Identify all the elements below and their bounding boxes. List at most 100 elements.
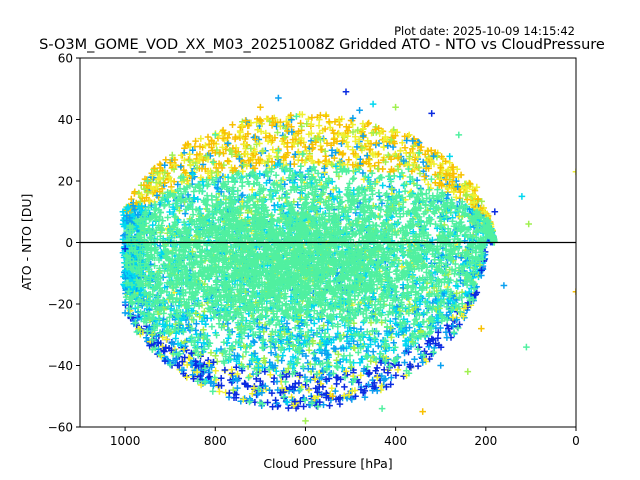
scatter-point [145, 275, 153, 282]
scatter-point [264, 137, 272, 145]
scatter-point [343, 139, 350, 146]
scatter-point [238, 192, 245, 200]
scatter-point [308, 114, 316, 121]
scatter-point [379, 182, 386, 189]
scatter-point [267, 371, 274, 378]
scatter-point [365, 119, 372, 127]
scatter-point [310, 331, 317, 339]
scatter-point [326, 402, 333, 409]
plot-date: Plot date: 2025-10-09 14:15:42 [394, 24, 575, 38]
scatter-point [332, 387, 339, 395]
scatter-point [316, 129, 323, 137]
scatter-point [478, 325, 485, 332]
scatter-point [312, 139, 320, 146]
scatter-point [274, 129, 281, 136]
scatter-point [254, 126, 261, 134]
scatter-point [248, 186, 256, 194]
scatter-point [251, 339, 258, 346]
scatter-point [452, 194, 460, 201]
scatter-point [257, 377, 264, 385]
scatter-point [336, 400, 344, 408]
scatter-point [342, 88, 350, 96]
scatter-point [221, 366, 229, 374]
scatter-point [213, 358, 221, 365]
scatter-point [435, 341, 443, 349]
scatter-point [315, 122, 323, 129]
scatter-point [445, 166, 452, 173]
scatter-point [206, 373, 213, 380]
scatter-point [212, 367, 219, 374]
scatter-point [414, 362, 422, 370]
scatter-point [288, 393, 295, 401]
scatter-point [388, 374, 395, 381]
scatter-point [411, 356, 418, 363]
scatter-point [333, 380, 340, 388]
scatter-point [131, 188, 139, 196]
scatter-point [325, 118, 333, 125]
scatter-point [379, 165, 386, 173]
scatter-point [204, 357, 212, 364]
scatter-point [238, 182, 246, 190]
scatter-point [378, 319, 385, 326]
scatter-point [297, 119, 304, 127]
scatter-point [143, 334, 150, 341]
scatter-point [271, 344, 279, 352]
scatter-point [392, 103, 399, 111]
scatter-point [336, 358, 344, 366]
scatter-point [183, 374, 191, 381]
scatter-point [437, 324, 444, 332]
scatter-point [302, 381, 309, 388]
scatter-point [299, 111, 306, 118]
scatter-point [267, 349, 275, 357]
scatter-point [284, 149, 292, 156]
scatter-point [197, 381, 205, 389]
scatter-point [250, 337, 257, 345]
scatter-point [259, 147, 267, 155]
scatter-point [257, 103, 264, 111]
scatter-point [396, 161, 403, 168]
scatter-point [214, 185, 222, 192]
scatter-point [320, 401, 327, 409]
scatter-point [272, 367, 280, 375]
scatter-point [305, 115, 312, 123]
scatter-point [333, 357, 340, 364]
scatter-point [389, 143, 397, 151]
scatter-point [289, 353, 297, 361]
scatter-point [323, 140, 331, 147]
scatter-point [419, 408, 426, 415]
scatter-point [316, 116, 323, 123]
scatter-point [336, 121, 343, 129]
scatter-point [322, 112, 330, 120]
scatter-point [500, 282, 508, 289]
scatter-point [444, 191, 452, 199]
scatter-point [419, 158, 427, 166]
scatter-point [237, 343, 245, 351]
scatter-point [197, 135, 205, 142]
scatter-point [200, 326, 207, 334]
scatter-point [296, 371, 304, 379]
scatter-point [341, 383, 348, 391]
scatter-point [269, 146, 277, 153]
scatter-point [491, 208, 499, 216]
scatter-point [194, 196, 202, 203]
scatter-point [305, 386, 313, 394]
scatter-point [171, 345, 179, 353]
scatter-point [356, 107, 363, 114]
scatter-point [525, 220, 532, 228]
scatter-point [224, 157, 232, 165]
scatter-point [309, 365, 317, 373]
scatter-point [229, 121, 236, 128]
scatter-point [375, 150, 382, 158]
scatter-point [518, 193, 526, 200]
scatter-point [181, 210, 189, 217]
scatter-point [170, 178, 178, 185]
scatter-point [343, 356, 350, 364]
scatter-point [457, 276, 464, 284]
scatter-point [344, 143, 352, 150]
scatter-point [278, 357, 285, 364]
scatter-point [400, 315, 408, 323]
scatter-points [119, 88, 576, 425]
scatter-point [257, 128, 265, 135]
scatter-point [302, 417, 309, 425]
